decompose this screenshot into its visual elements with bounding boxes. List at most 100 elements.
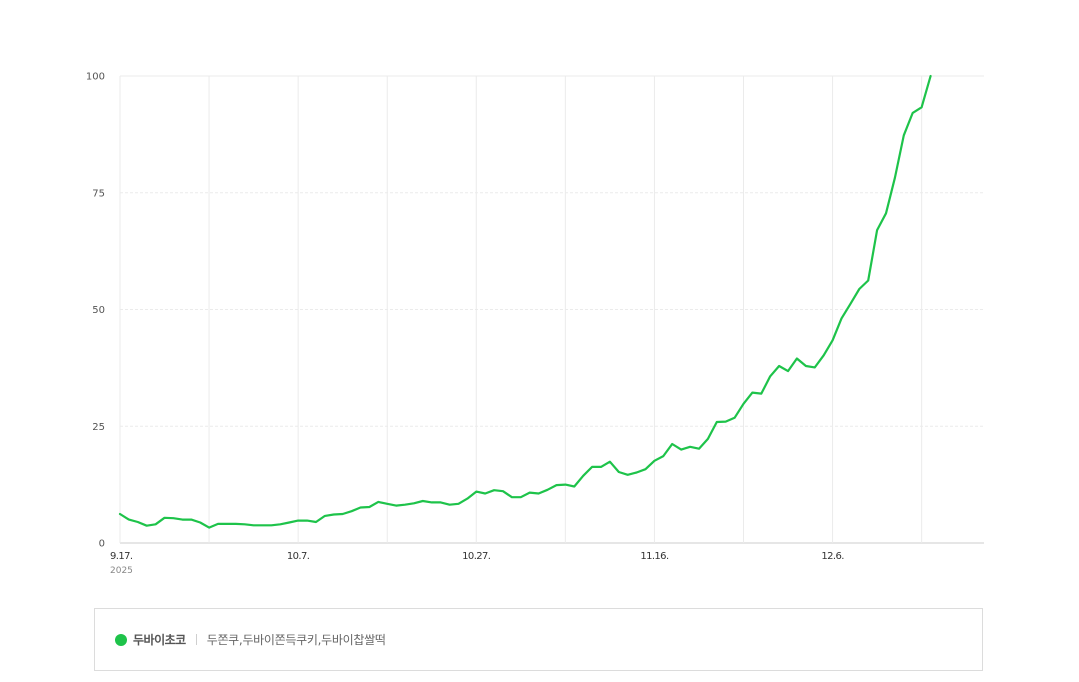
series-point[interactable] — [359, 506, 363, 510]
series-point[interactable] — [127, 518, 131, 522]
series-point[interactable] — [929, 74, 933, 78]
series-point[interactable] — [546, 488, 550, 492]
series-point[interactable] — [572, 485, 576, 489]
series-point[interactable] — [225, 522, 229, 526]
series-point[interactable] — [795, 357, 799, 361]
y-tick-label: 75 — [92, 188, 105, 199]
series-point[interactable] — [430, 500, 434, 504]
series-point[interactable] — [296, 519, 300, 523]
series-point[interactable] — [786, 369, 790, 373]
series-point[interactable] — [394, 504, 398, 508]
series-point[interactable] — [652, 459, 656, 463]
series-point[interactable] — [706, 437, 710, 441]
series-point[interactable] — [724, 420, 728, 424]
series-point[interactable] — [759, 392, 763, 396]
series-point[interactable] — [528, 491, 532, 495]
series-point[interactable] — [448, 503, 452, 507]
series-point[interactable] — [563, 483, 567, 487]
series-point[interactable] — [474, 490, 478, 494]
x-tick-label: 10.7. — [287, 551, 310, 562]
series-point[interactable] — [644, 467, 648, 471]
series-point[interactable] — [688, 445, 692, 449]
series-point[interactable] — [501, 489, 505, 493]
series-point[interactable] — [670, 442, 674, 446]
y-tick-label: 0 — [99, 539, 105, 550]
series-point[interactable] — [457, 502, 461, 506]
series-point[interactable] — [287, 521, 291, 525]
series-point[interactable] — [617, 470, 621, 474]
series-point[interactable] — [697, 447, 701, 451]
series-point[interactable] — [180, 518, 184, 522]
series-point[interactable] — [519, 495, 523, 499]
series-point[interactable] — [163, 516, 167, 520]
series-point[interactable] — [243, 522, 247, 526]
series-point[interactable] — [367, 505, 371, 509]
series-point[interactable] — [439, 500, 443, 504]
series-point[interactable] — [768, 374, 772, 378]
series-point[interactable] — [341, 512, 345, 516]
series-point[interactable] — [216, 522, 220, 526]
series-point[interactable] — [403, 503, 407, 507]
series-point[interactable] — [893, 176, 897, 180]
series-point[interactable] — [581, 474, 585, 478]
series-line[interactable] — [118, 74, 932, 529]
series-point[interactable] — [599, 465, 603, 469]
series-point[interactable] — [875, 228, 879, 232]
series-point[interactable] — [483, 492, 487, 496]
series-point[interactable] — [385, 502, 389, 506]
series-point[interactable] — [777, 364, 781, 368]
legend-series-marker[interactable] — [115, 633, 127, 646]
series-point[interactable] — [376, 500, 380, 504]
series-point[interactable] — [902, 133, 906, 137]
series-point[interactable] — [884, 211, 888, 215]
series-point[interactable] — [350, 509, 354, 513]
series-point[interactable] — [661, 454, 665, 458]
series-point[interactable] — [118, 512, 122, 516]
series-point[interactable] — [679, 448, 683, 452]
series-point[interactable] — [848, 302, 852, 306]
series-point[interactable] — [136, 520, 140, 524]
series-point[interactable] — [189, 518, 193, 522]
series-point[interactable] — [412, 501, 416, 505]
series-point[interactable] — [635, 471, 639, 475]
series-point[interactable] — [332, 513, 336, 517]
series-point[interactable] — [323, 514, 327, 518]
series-point[interactable] — [813, 365, 817, 369]
y-tick-label: 25 — [92, 422, 105, 433]
series-point[interactable] — [314, 520, 318, 524]
series-point[interactable] — [608, 460, 612, 464]
series-point[interactable] — [269, 523, 273, 527]
series-point[interactable] — [198, 521, 202, 525]
series-point[interactable] — [510, 495, 514, 499]
series-point[interactable] — [537, 492, 541, 496]
series-point[interactable] — [207, 526, 211, 530]
series-point[interactable] — [305, 519, 309, 523]
series-point[interactable] — [590, 465, 594, 469]
series-point[interactable] — [920, 105, 924, 109]
series-point[interactable] — [278, 522, 282, 526]
series-point[interactable] — [492, 488, 496, 492]
series-point[interactable] — [822, 353, 826, 357]
series-point[interactable] — [715, 420, 719, 424]
series-point[interactable] — [804, 364, 808, 368]
series-point[interactable] — [733, 416, 737, 420]
series-point[interactable] — [866, 279, 870, 283]
series-point[interactable] — [911, 111, 915, 115]
series-point[interactable] — [750, 391, 754, 395]
series-point[interactable] — [742, 402, 746, 406]
series-point[interactable] — [145, 524, 149, 528]
series-point[interactable] — [154, 522, 158, 526]
series-point[interactable] — [857, 287, 861, 291]
series-point[interactable] — [234, 522, 238, 526]
series-point[interactable] — [465, 497, 469, 501]
series-point[interactable] — [261, 523, 265, 527]
series-point[interactable] — [626, 473, 630, 477]
series-point[interactable] — [555, 483, 559, 487]
series-point[interactable] — [421, 499, 425, 503]
series-point[interactable] — [831, 338, 835, 342]
legend-series-keywords: 두쫀쿠,두바이쫀득쿠키,두바이찹쌀떡 — [206, 633, 386, 647]
legend-series-name[interactable]: 두바이초코 — [133, 633, 186, 647]
series-point[interactable] — [171, 516, 175, 520]
series-point[interactable] — [252, 523, 256, 527]
series-point[interactable] — [840, 316, 844, 320]
